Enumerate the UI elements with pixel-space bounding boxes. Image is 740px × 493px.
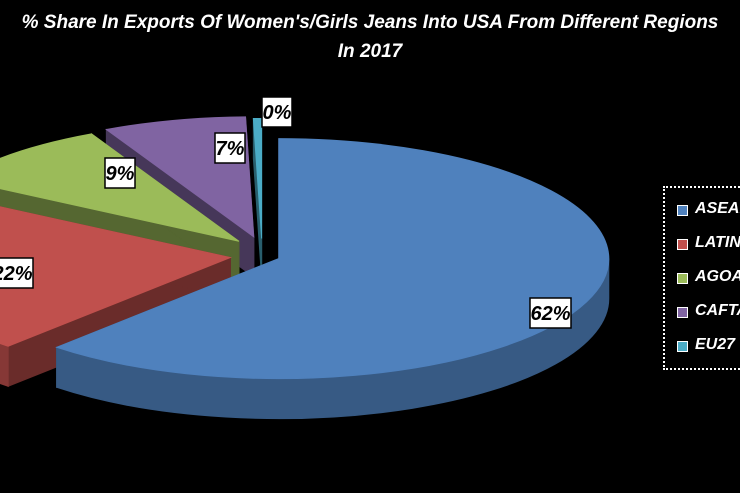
legend-swatch [677, 205, 688, 216]
pie-slice-top-asean [55, 138, 610, 380]
legend-label: AGOA [695, 268, 740, 285]
legend-label: LATIN [695, 234, 740, 251]
pie-slice-eu27 [252, 118, 263, 279]
legend-label: EU27 [695, 336, 736, 353]
data-label-latin: 22% [0, 257, 34, 289]
chart-title-line-2: In 2017 [337, 41, 403, 62]
legend-swatch [677, 341, 688, 352]
svg-text:62%: 62% [530, 303, 570, 325]
svg-text:0%: 0% [263, 102, 292, 124]
data-label-asean: 62% [529, 297, 572, 329]
data-label-eu27: 0% [261, 96, 293, 128]
data-label-cafta: 7% [214, 132, 246, 164]
legend-label: ASEAN [695, 200, 740, 217]
pie-slice-asean [55, 138, 610, 420]
svg-text:7%: 7% [216, 138, 245, 160]
legend-swatch [677, 273, 688, 284]
legend-swatch [677, 239, 688, 250]
svg-text:22%: 22% [0, 263, 33, 285]
chart-legend: ASEAN LATIN AGOA CAFTA EU27 [663, 186, 740, 370]
legend-swatch [677, 307, 688, 318]
chart-title-line-1: % Share In Exports Of Women's/Girls Jean… [21, 12, 719, 33]
legend-label: CAFTA [695, 302, 740, 319]
pie-slice-top-latin [0, 206, 233, 347]
data-label-agoa: 9% [104, 157, 136, 189]
svg-text:9%: 9% [106, 163, 135, 185]
